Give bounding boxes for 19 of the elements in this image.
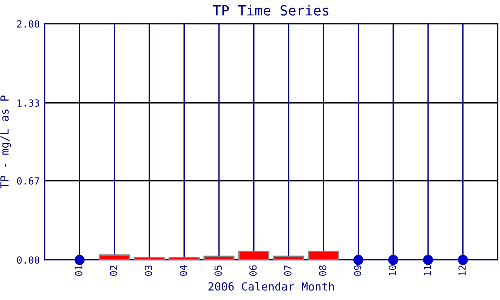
y-tick-label: 1.33	[18, 100, 40, 107]
x-tick-label: 05	[214, 266, 222, 276]
x-axis-title: 2006 Calendar Month	[208, 282, 334, 291]
y-tick-label: 0.00	[17, 256, 40, 264]
chart-title: TP Time Series	[213, 5, 329, 16]
x-tick-label: 08	[319, 266, 327, 276]
x-tick-label: 01	[75, 266, 83, 276]
x-tick-label: 06	[250, 266, 257, 276]
x-tick-label: 07	[284, 266, 292, 276]
x-tick-label: 11	[424, 266, 432, 276]
x-tick-label: 02	[110, 266, 118, 276]
y-axis-title: TP - mg/L as P	[0, 96, 12, 189]
x-tick-label: 09	[354, 266, 362, 276]
x-tick-label: 04	[180, 265, 188, 276]
x-tick-label: 03	[145, 266, 152, 276]
x-tick-label: 10	[388, 266, 396, 276]
x-tick-label: 12	[458, 266, 466, 276]
y-tick-label: 2.00	[17, 20, 40, 28]
y-tick-label: 0.67	[17, 178, 40, 185]
